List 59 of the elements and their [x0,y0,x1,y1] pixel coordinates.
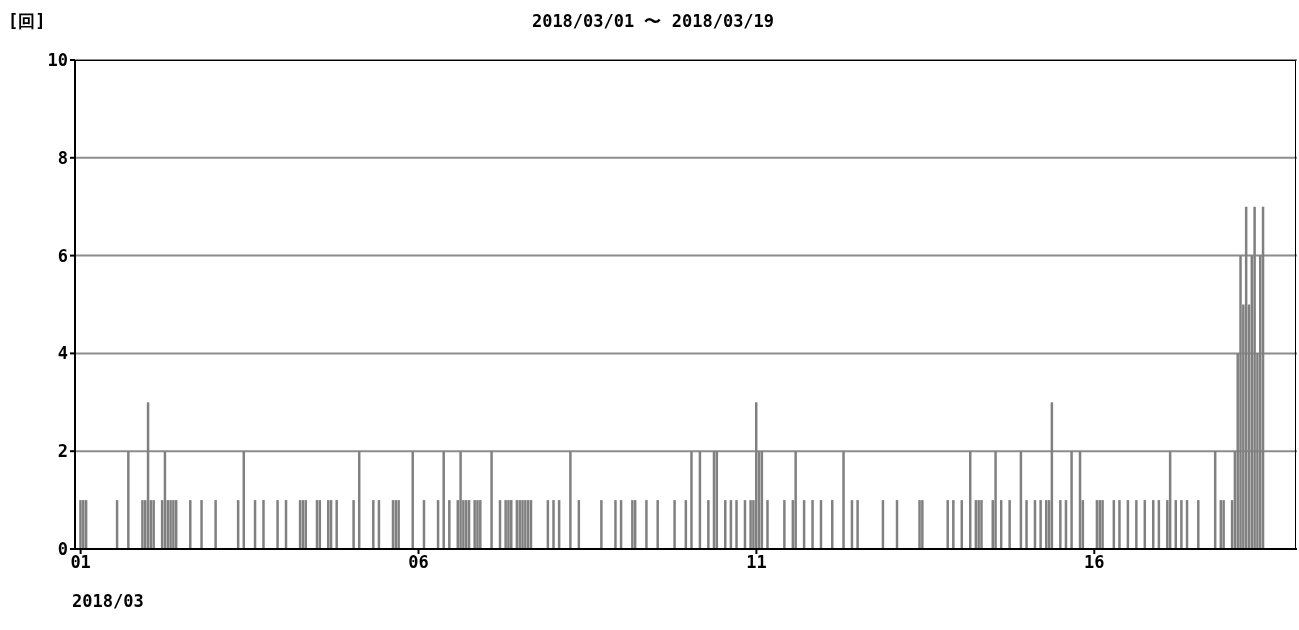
y-tick-label: 4 [57,343,68,364]
bar [214,500,217,549]
bar [479,500,482,549]
x-tick-label: 11 [746,552,767,573]
x-axis-title: 2018/03 [72,591,144,611]
bar [1025,500,1028,549]
bar [749,500,752,549]
bar [918,500,921,549]
bar [510,500,513,549]
bar [1197,500,1200,549]
bar [735,500,738,549]
bar [189,500,192,549]
x-tick-label: 16 [1084,552,1105,573]
bar [1059,500,1062,549]
bar [1135,500,1138,549]
bar [262,500,265,549]
bar [1118,500,1121,549]
bar [504,500,507,549]
bar [1180,500,1183,549]
bar [707,500,710,549]
bar [673,500,676,549]
bar [600,500,603,549]
y-tick-label: 10 [47,50,68,71]
bar [448,500,451,549]
bar [980,500,983,549]
bar [811,500,814,549]
bar [783,500,786,549]
y-tick-label: 6 [57,245,68,266]
y-tick-label: 0 [57,539,68,560]
bar [335,500,338,549]
bar [79,500,82,549]
bar [352,500,355,549]
bar [1008,500,1011,549]
bar [656,500,659,549]
bar [473,500,476,549]
bar [1039,500,1042,549]
bar [766,500,769,549]
bar [552,500,555,549]
y-tick-label: 8 [57,147,68,168]
bar [521,500,524,549]
bar [831,500,834,549]
bar [856,500,859,549]
y-tick-label: 2 [57,441,68,462]
bar [724,500,727,549]
bar [276,500,279,549]
y-axis-title: [回] [8,10,46,33]
bar [952,500,955,549]
bar [200,500,203,549]
chart-title: 2018/03/01 〜 2018/03/19 [531,11,775,31]
bar [614,500,617,549]
bar [946,500,949,549]
bar [476,500,479,549]
bar [921,500,924,549]
bar [372,500,375,549]
bar [1101,500,1104,549]
bar [507,500,510,549]
x-tick-label: 06 [408,552,429,573]
x-tick-label: 01 [70,552,91,573]
bar [645,500,648,549]
